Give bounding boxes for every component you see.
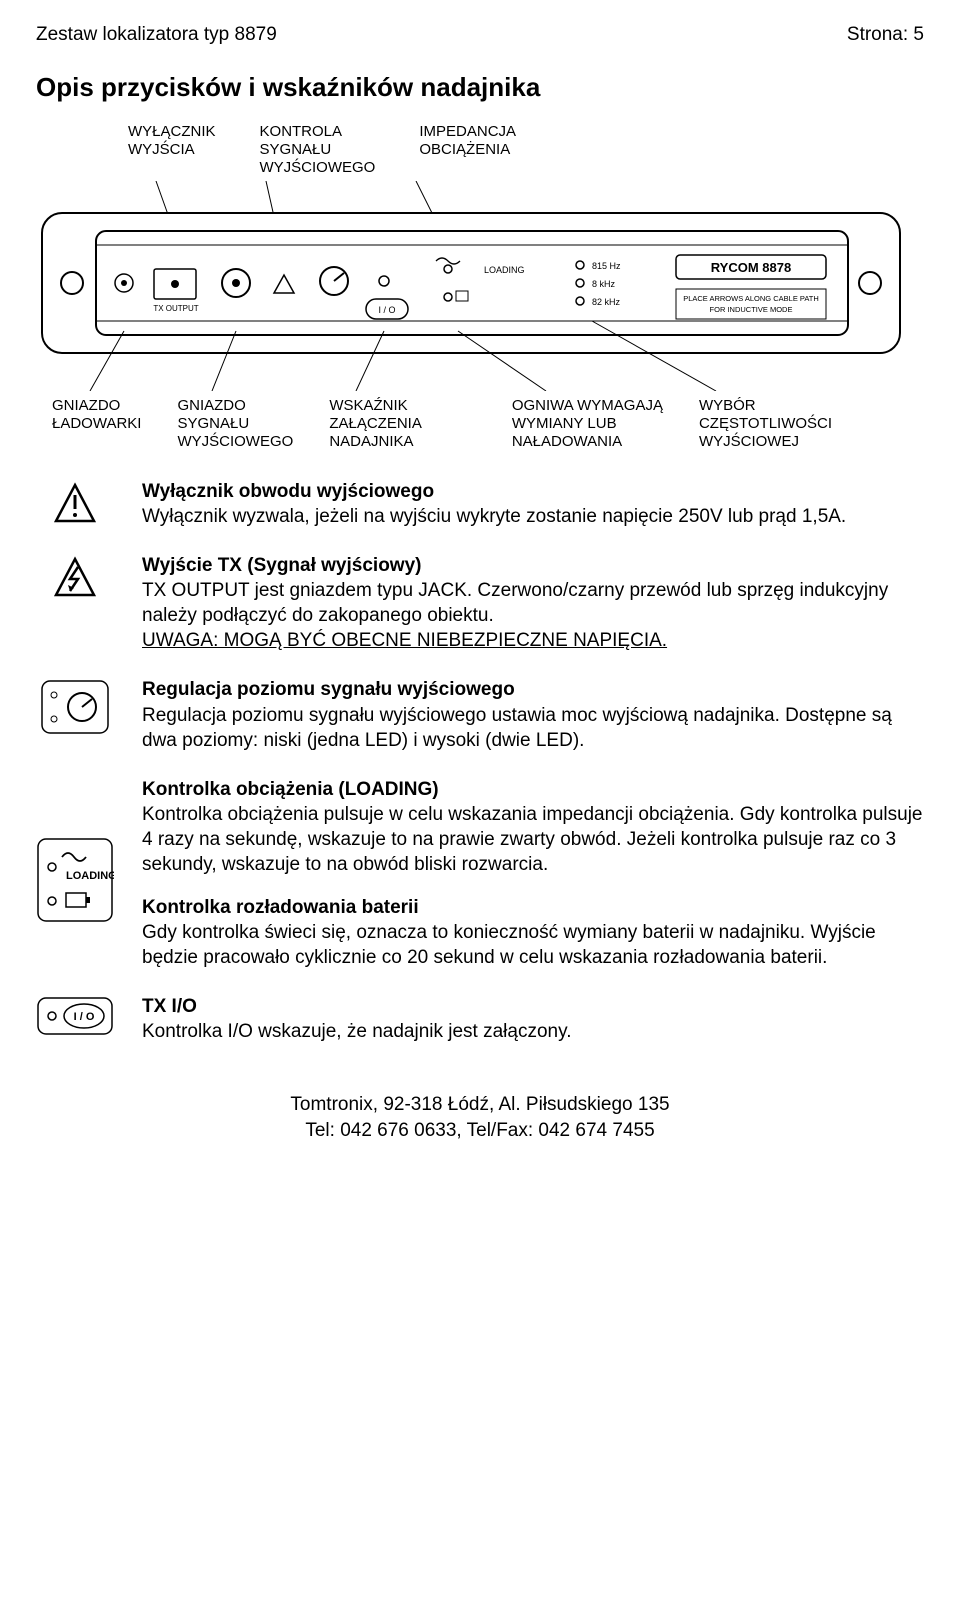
item-level-knob: Regulacja poziomu sygnału wyjściowego Re…: [36, 677, 924, 752]
io-icon: I / O: [36, 994, 114, 1036]
page-header: Zestaw lokalizatora typ 8879 Strona: 5: [36, 24, 924, 46]
device-panel-svg: TX OUTPUT I / O LOADING 815 Hz 8 kHz 82 …: [36, 181, 906, 391]
item-tx-io: I / O TX I/O Kontrolka I/O wskazuje, że …: [36, 994, 924, 1044]
svg-text:TX OUTPUT: TX OUTPUT: [153, 304, 198, 313]
diagram-top-labels: WYŁĄCZNIKWYJŚCIA KONTROLASYGNAŁUWYJŚCIOW…: [128, 123, 924, 177]
svg-text:FOR INDUCTIVE MODE: FOR INDUCTIVE MODE: [710, 305, 793, 314]
label-signal-control: KONTROLASYGNAŁUWYJŚCIOWEGO: [260, 123, 376, 177]
label-freq-select: WYBÓRCZĘSTOTLIWOŚCIWYJŚCIOWEJ: [699, 397, 832, 451]
knob-icon: [36, 677, 114, 735]
transmitter-diagram: WYŁĄCZNIKWYJŚCIA KONTROLASYGNAŁUWYJŚCIOW…: [36, 123, 924, 451]
label-output-jack: GNIAZDOSYGNAŁUWYJŚCIOWEGO: [177, 397, 293, 451]
label-power-indicator: WSKAŹNIKZAŁĄCZENIANADAJNIKA: [329, 397, 422, 451]
warning-icon: [36, 479, 114, 527]
lightning-icon: [36, 553, 114, 601]
diagram-bottom-labels: GNIAZDOŁADOWARKI GNIAZDOSYGNAŁUWYJŚCIOWE…: [52, 397, 924, 451]
svg-text:815 Hz: 815 Hz: [592, 261, 621, 271]
svg-text:82 kHz: 82 kHz: [592, 297, 621, 307]
label-battery: OGNIWA WYMAGAJĄWYMIANY LUBNAŁADOWANIA: [512, 397, 663, 451]
svg-text:I / O: I / O: [74, 1011, 95, 1023]
svg-text:RYCOM 8878: RYCOM 8878: [711, 260, 791, 275]
header-left: Zestaw lokalizatora typ 8879: [36, 24, 277, 46]
header-right: Strona: 5: [847, 24, 924, 46]
item-loading-battery: LOADING Kontrolka obciążenia (LOADING) K…: [36, 777, 924, 971]
label-load-impedance: IMPEDANCJAOBCIĄŻENIA: [419, 123, 516, 177]
svg-text:LOADING: LOADING: [66, 870, 114, 882]
svg-text:I / O: I / O: [378, 305, 395, 315]
label-charger-jack: GNIAZDOŁADOWARKI: [52, 397, 141, 451]
section-title: Opis przycisków i wskaźników nadajnika: [36, 72, 924, 103]
loading-icon: LOADING: [36, 777, 114, 923]
item-tx-output: Wyjście TX (Sygnał wyjściowy) TX OUTPUT …: [36, 553, 924, 653]
label-output-switch: WYŁĄCZNIKWYJŚCIA: [128, 123, 216, 177]
page-footer: Tomtronix, 92-318 Łódź, Al. Piłsudskiego…: [36, 1092, 924, 1143]
svg-text:PLACE ARROWS ALONG CABLE PATH: PLACE ARROWS ALONG CABLE PATH: [683, 294, 819, 303]
svg-text:8 kHz: 8 kHz: [592, 279, 616, 289]
item-output-switch: Wyłącznik obwodu wyjściowego Wyłącznik w…: [36, 479, 924, 529]
svg-text:LOADING: LOADING: [484, 265, 525, 275]
